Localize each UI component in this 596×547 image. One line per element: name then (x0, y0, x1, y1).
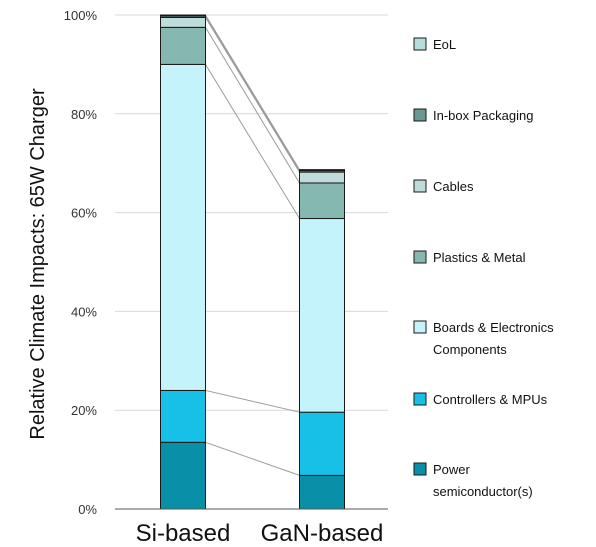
legend-swatch (413, 179, 427, 193)
legend-label: In-box Packaging (433, 108, 533, 123)
legend-swatch (413, 37, 427, 51)
legend: EoL In-box Packaging Cables Plastics & Meta… (413, 37, 554, 499)
y-tick-label: 80% (71, 107, 97, 122)
legend-label: Boards & Electronics (433, 320, 554, 335)
y-tick-label: 100% (64, 8, 98, 23)
legend-swatch (413, 250, 427, 264)
legend-label: Components (433, 342, 507, 357)
connector-line (205, 15, 300, 171)
legend-label: EoL (433, 37, 456, 52)
bar-segment (160, 63, 206, 391)
bar-segment (160, 441, 206, 510)
connector-lines (205, 14, 300, 476)
connector-line (205, 441, 300, 476)
bar-segment (160, 14, 206, 17)
bar-segment (160, 389, 206, 443)
bar-segment (299, 474, 345, 510)
legend-swatch (413, 392, 427, 406)
connector-line (205, 17, 300, 173)
connector-line (205, 14, 300, 170)
y-axis-ticks: 0% 20% 40% 60% 80% 100% (64, 8, 98, 517)
x-category-label: GaN-based (261, 520, 384, 547)
legend-label: Controllers & MPUs (433, 392, 548, 407)
legend-label: semiconductor(s) (433, 484, 533, 499)
legend-label: Plastics & Metal (433, 250, 526, 265)
bar-segment (299, 169, 345, 172)
y-tick-label: 0% (78, 502, 97, 517)
connector-line (205, 64, 300, 219)
bar-segment (299, 182, 345, 220)
y-tick-label: 60% (71, 206, 97, 221)
y-tick-label: 20% (71, 403, 97, 418)
bar-segment (160, 16, 206, 28)
legend-swatch (413, 320, 427, 334)
connector-line (205, 27, 300, 184)
legend-label: Cables (433, 179, 474, 194)
gridlines (115, 14, 388, 411)
legend-label: Power (433, 462, 471, 477)
legend-swatch (413, 108, 427, 122)
bar-segment (299, 411, 345, 476)
bar-segment (299, 171, 345, 184)
bar-segment (160, 26, 206, 65)
x-category-label: Si-based (136, 520, 231, 547)
bar-segment (299, 218, 345, 413)
y-axis-label: Relative Climate Impacts: 65W Charger (27, 88, 49, 440)
bars (160, 14, 345, 510)
legend-swatch (413, 462, 427, 476)
connector-line (205, 389, 300, 413)
x-axis-categories: Si-based GaN-based (136, 520, 384, 547)
y-tick-label: 40% (71, 304, 97, 319)
